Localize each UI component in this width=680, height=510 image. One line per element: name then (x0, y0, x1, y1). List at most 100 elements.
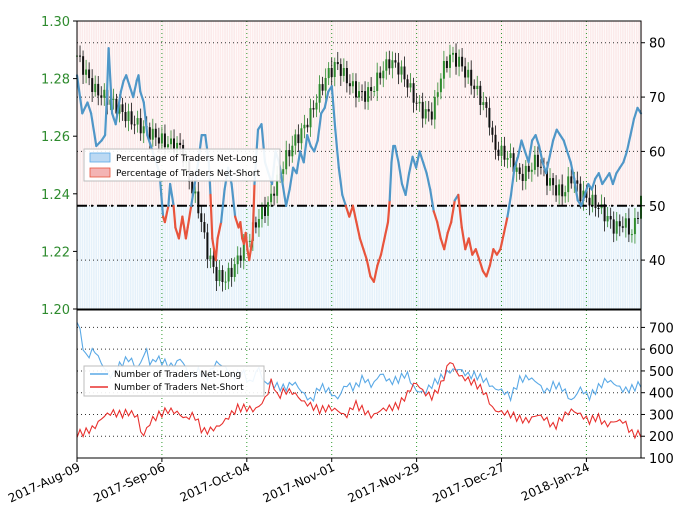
long-fill-strip (226, 205, 229, 309)
long-fill-strip (438, 205, 440, 309)
count-tick-label: 500 (649, 365, 674, 380)
short-fill-strip (300, 21, 302, 206)
long-fill-strip (479, 205, 482, 309)
percent-tick-label: 50 (649, 200, 666, 215)
net-short-segment (499, 231, 506, 251)
candle-up-body (351, 81, 354, 87)
candle-down-body (124, 112, 127, 122)
long-fill-strip (146, 205, 148, 309)
short-fill-strip (532, 21, 534, 206)
date-axis-ticks: 2017-Aug-09 2017-Sep-06 2017-Oct-04 2017-No… (6, 458, 592, 506)
candle-down-body (388, 59, 391, 69)
long-fill-strip (530, 205, 532, 309)
net-short-segment (386, 199, 391, 224)
candle-up-body (606, 216, 609, 222)
candle-down-body (115, 98, 118, 114)
long-fill-strip (102, 205, 104, 309)
long-fill-strip (256, 205, 258, 309)
short-fill-strip (123, 21, 125, 206)
long-fill-strip (362, 205, 364, 309)
long-fill-strip (612, 205, 615, 309)
long-fill-strip (90, 205, 93, 309)
long-fill-strip (553, 205, 555, 309)
short-fill-strip (417, 21, 419, 206)
candle-up-body (176, 142, 179, 153)
short-fill-strip (596, 21, 599, 206)
net-long-segment (107, 47, 112, 82)
net-long-count-line (76, 321, 642, 403)
candle-up-body (391, 60, 394, 69)
long-fill-strip (270, 205, 272, 309)
short-fill-strip (226, 21, 229, 206)
candle-down-body (470, 69, 473, 86)
long-fill-strip (433, 205, 436, 309)
long-fill-strip (463, 205, 465, 309)
short-fill-strip (157, 21, 160, 206)
long-fill-strip (141, 205, 143, 309)
short-fill-strip (564, 21, 567, 206)
long-fill-strip (408, 205, 410, 309)
short-fill-strip (594, 21, 597, 206)
short-fill-strip (592, 21, 594, 206)
candle-down-body (455, 52, 457, 67)
long-fill-strip (178, 205, 180, 309)
long-fill-strip (366, 205, 369, 309)
net-long-segment (295, 150, 302, 175)
long-fill-strip (603, 205, 606, 309)
short-fill-strip (456, 21, 459, 206)
candle-down-body (576, 180, 579, 184)
long-fill-strip (132, 205, 134, 309)
date-tick-label: 2017-Nov-01 (261, 460, 337, 505)
candle-down-body (612, 219, 615, 234)
percent-axis-ticks: 40 50 60 70 80 (641, 37, 666, 269)
long-fill-strip (189, 205, 192, 309)
short-fill-strip (389, 21, 392, 206)
short-fill-strip (339, 21, 341, 206)
short-fill-strip (141, 21, 143, 206)
net-short-segment (244, 231, 249, 251)
short-fill-strip (412, 21, 415, 206)
short-fill-strip (583, 21, 585, 206)
net-long-segment (330, 85, 337, 131)
short-fill-strip (619, 21, 622, 206)
net-short-segment (372, 264, 379, 283)
net-short-segment (355, 221, 361, 240)
long-fill-strip (472, 205, 475, 309)
long-fill-strip (615, 205, 617, 309)
short-fill-strip (615, 21, 617, 206)
candle-down-body (421, 101, 424, 119)
short-fill-strip (523, 21, 525, 206)
short-fill-strip (419, 21, 422, 206)
long-fill-strip (525, 205, 528, 309)
long-fill-strip (118, 205, 120, 309)
legend-label-net-short: Percentage of Traders Net-Short (116, 169, 261, 179)
candle-down-body (82, 56, 85, 75)
long-fill-strip (228, 205, 231, 309)
short-fill-strip (534, 21, 537, 206)
net-long-segment (566, 150, 572, 164)
long-fill-strip (387, 205, 390, 309)
net-long-segment (109, 79, 114, 115)
short-fill-strip (180, 21, 183, 206)
long-fill-strip (208, 205, 210, 309)
short-fill-strip (408, 21, 410, 206)
short-fill-strip (341, 21, 344, 206)
candle-down-body (130, 111, 133, 125)
candle-down-body (88, 69, 91, 79)
short-fill-strip (415, 21, 417, 206)
candle-up-body (524, 165, 527, 181)
short-fill-strip (284, 21, 286, 206)
date-tick-label: 2017-Oct-04 (178, 460, 252, 505)
long-fill-strip (309, 205, 311, 309)
long-fill-strip (320, 205, 323, 309)
short-fill-strip (295, 21, 298, 206)
long-fill-strip (265, 205, 268, 309)
candle-up-body (94, 83, 97, 93)
long-fill-strip (541, 205, 544, 309)
candle-up-body (436, 92, 439, 97)
candle-up-body (118, 104, 121, 114)
net-long-segment (119, 79, 125, 93)
candle-down-body (79, 55, 81, 57)
candle-down-body (254, 222, 257, 228)
long-fill-strip (203, 205, 206, 309)
